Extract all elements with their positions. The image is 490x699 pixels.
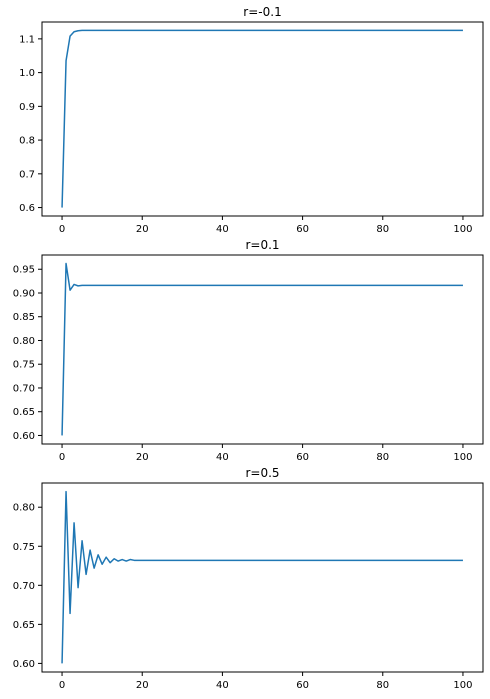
y-tick-label: 0.70 — [13, 581, 35, 592]
x-tick-label: 60 — [296, 680, 309, 691]
subplot-3: 0 20 40 60 80 100 0.60 0.65 0.70 0.75 0.80 r=0.5 — [13, 466, 484, 691]
plot-frame — [41, 21, 484, 217]
y-tick-label: 0.80 — [13, 503, 35, 514]
x-tick-label: 80 — [376, 224, 389, 235]
x-tick-label: 100 — [453, 452, 472, 463]
series-line-1 — [61, 262, 463, 436]
x-tick-label: 20 — [136, 452, 149, 463]
plot-frame — [41, 254, 484, 445]
y-tick-label: 0.8 — [19, 136, 35, 147]
y-tick-label: 0.9 — [19, 102, 35, 113]
x-tick-label: 40 — [216, 224, 229, 235]
x-tick-label: 20 — [136, 224, 149, 235]
y-tick-label: 0.7 — [19, 169, 35, 180]
y-tick-label: 1.1 — [19, 34, 35, 45]
chart-title: r=0.5 — [245, 466, 279, 480]
y-tick-label: 1.0 — [19, 68, 35, 79]
x-tick-label: 0 — [59, 452, 65, 463]
y-tick-label: 0.95 — [13, 265, 35, 276]
y-tick-label: 0.65 — [13, 620, 35, 631]
x-tick-label: 60 — [296, 452, 309, 463]
series-line-1 — [61, 490, 463, 664]
x-tick-label: 0 — [59, 680, 65, 691]
subplot-1: 0 20 40 60 80 100 0.6 0.7 0.8 0.9 1.0 1.1 r=-0.1 — [19, 5, 484, 235]
y-tick-label: 0.75 — [13, 542, 35, 553]
plot-frame — [41, 482, 484, 673]
y-tick-label: 0.75 — [13, 360, 35, 371]
y-tick-label: 0.65 — [13, 407, 35, 418]
y-tick-label: 0.70 — [13, 383, 35, 394]
x-tick-label: 100 — [453, 680, 472, 691]
x-tick-label: 40 — [216, 680, 229, 691]
y-tick-label: 0.6 — [19, 203, 35, 214]
subplot-2: 0 20 40 60 80 100 0.60 0.65 0.70 0.75 0.80 0.85 0.90… — [13, 238, 484, 463]
series-line-1 — [61, 29, 463, 208]
y-tick-label: 0.60 — [13, 659, 35, 670]
y-tick-label: 0.60 — [13, 431, 35, 442]
x-tick-label: 80 — [376, 680, 389, 691]
x-tick-label: 60 — [296, 224, 309, 235]
x-tick-label: 100 — [453, 224, 472, 235]
x-tick-label: 40 — [216, 452, 229, 463]
x-tick-label: 0 — [59, 224, 65, 235]
y-tick-label: 0.85 — [13, 312, 35, 323]
y-tick-label: 0.90 — [13, 288, 35, 299]
x-tick-label: 20 — [136, 680, 149, 691]
chart-title: r=-0.1 — [243, 5, 281, 19]
y-tick-label: 0.80 — [13, 336, 35, 347]
chart-title: r=0.1 — [245, 238, 279, 252]
x-tick-label: 80 — [376, 452, 389, 463]
